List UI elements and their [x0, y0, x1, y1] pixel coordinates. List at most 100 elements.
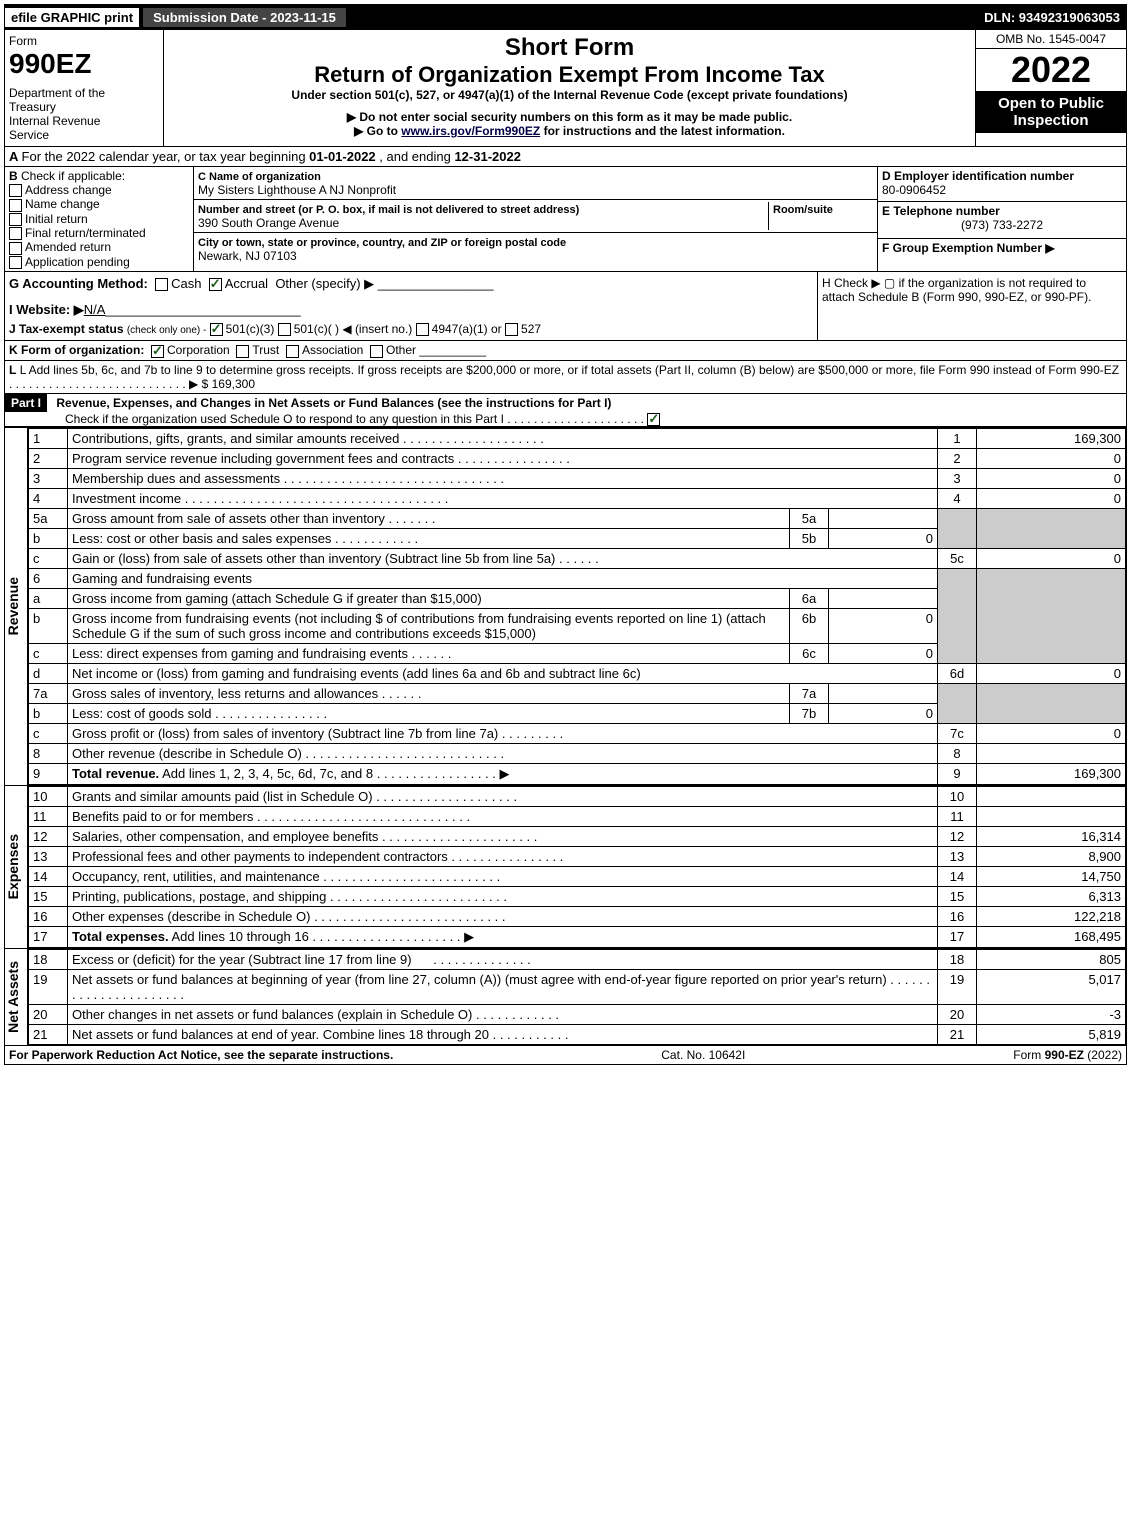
line-21: 21Net assets or fund balances at end of … — [29, 1024, 1126, 1044]
group-exemption-label: F Group Exemption Number ▶ — [882, 241, 1055, 255]
line-17: 17Total expenses. Add lines 10 through 1… — [29, 926, 1126, 947]
short-form-title: Short Form — [168, 34, 971, 62]
cb-amended-return[interactable] — [9, 242, 22, 255]
line-5a: 5aGross amount from sale of assets other… — [29, 508, 1126, 528]
part1-title: Revenue, Expenses, and Changes in Net As… — [50, 396, 611, 410]
cb-501c[interactable] — [278, 323, 291, 336]
cb-527[interactable] — [505, 323, 518, 336]
cb-application-pending[interactable] — [9, 256, 22, 269]
part1-label: Part I — [5, 394, 47, 412]
col-d-ids: D Employer identification number 80-0906… — [878, 167, 1126, 271]
line-6: 6Gaming and fundraising events — [29, 568, 1126, 588]
line-l: L L Add lines 5b, 6c, and 7b to line 9 t… — [5, 361, 1126, 394]
return-title: Return of Organization Exempt From Incom… — [168, 62, 971, 88]
footer-right: Form 990-EZ (2022) — [1013, 1048, 1122, 1062]
netassets-section: Net Assets 18Excess or (deficit) for the… — [5, 948, 1126, 1045]
form-word: Form — [9, 34, 159, 48]
part1-check-text: Check if the organization used Schedule … — [5, 412, 504, 426]
revenue-vlabel: Revenue — [5, 577, 27, 635]
dln-label: DLN: 93492319063053 — [978, 8, 1126, 27]
cb-final-return[interactable] — [9, 227, 22, 240]
form-990ez: efile GRAPHIC print Submission Date - 20… — [4, 4, 1127, 1065]
line-11: 11Benefits paid to or for members . . . … — [29, 806, 1126, 826]
line-2: 2Program service revenue including gover… — [29, 448, 1126, 468]
ein: 80-0906452 — [882, 183, 946, 197]
note-ssn: ▶ Do not enter social security numbers o… — [168, 110, 971, 124]
form-number: 990EZ — [9, 48, 159, 80]
irs-link[interactable]: www.irs.gov/Form990EZ — [401, 124, 540, 138]
line-12: 12Salaries, other compensation, and empl… — [29, 826, 1126, 846]
cb-accrual[interactable] — [209, 278, 222, 291]
netassets-vlabel: Net Assets — [5, 961, 27, 1033]
website-value: N/A — [84, 302, 106, 317]
line-5c: cGain or (loss) from sale of assets othe… — [29, 548, 1126, 568]
line-10: 10Grants and similar amounts paid (list … — [29, 786, 1126, 806]
part1-header-row: Part I Revenue, Expenses, and Changes in… — [5, 394, 1126, 427]
form-header: Form 990EZ Department of theTreasuryInte… — [5, 30, 1126, 147]
col-c-orginfo: C Name of organization My Sisters Lighth… — [194, 167, 878, 271]
cb-initial-return[interactable] — [9, 213, 22, 226]
open-public-badge: Open to Public Inspection — [976, 91, 1126, 133]
revenue-table: 1Contributions, gifts, grants, and simil… — [28, 428, 1126, 785]
header-left: Form 990EZ Department of theTreasuryInte… — [5, 30, 164, 146]
tax-year: 2022 — [976, 49, 1126, 91]
gross-receipts: $ 169,300 — [202, 377, 255, 391]
footer-left: For Paperwork Reduction Act Notice, see … — [9, 1048, 393, 1062]
line-15: 15Printing, publications, postage, and s… — [29, 886, 1126, 906]
submission-date-badge: Submission Date - 2023-11-15 — [142, 7, 347, 28]
revenue-section: Revenue 1Contributions, gifts, grants, a… — [5, 427, 1126, 785]
footer: For Paperwork Reduction Act Notice, see … — [5, 1045, 1126, 1064]
line-7a: 7aGross sales of inventory, less returns… — [29, 683, 1126, 703]
line-1: 1Contributions, gifts, grants, and simil… — [29, 428, 1126, 448]
cb-corporation[interactable] — [151, 345, 164, 358]
cb-other-org[interactable] — [370, 345, 383, 358]
cb-schedule-o[interactable] — [647, 413, 660, 426]
note-goto: ▶ Go to www.irs.gov/Form990EZ for instru… — [168, 124, 971, 138]
efile-print-label[interactable]: efile GRAPHIC print — [5, 8, 140, 27]
ghi-block: G Accounting Method: Cash Accrual Other … — [5, 272, 1126, 341]
line-7c: cGross profit or (loss) from sales of in… — [29, 723, 1126, 743]
subtitle: Under section 501(c), 527, or 4947(a)(1)… — [168, 88, 971, 102]
line-g: G Accounting Method: Cash Accrual Other … — [9, 276, 813, 292]
col-b-checkboxes: B Check if applicable: Address change Na… — [5, 167, 194, 271]
header-right: OMB No. 1545-0047 2022 Open to Public In… — [975, 30, 1126, 146]
line-19: 19Net assets or fund balances at beginni… — [29, 969, 1126, 1004]
line-13: 13Professional fees and other payments t… — [29, 846, 1126, 866]
expenses-section: Expenses 10Grants and similar amounts pa… — [5, 785, 1126, 948]
cb-association[interactable] — [286, 345, 299, 358]
line-6d: dNet income or (loss) from gaming and fu… — [29, 663, 1126, 683]
line-18: 18Excess or (deficit) for the year (Subt… — [29, 949, 1126, 969]
cb-cash[interactable] — [155, 278, 168, 291]
cb-501c3[interactable] — [210, 323, 223, 336]
top-bar: efile GRAPHIC print Submission Date - 20… — [5, 5, 1126, 30]
line-h: H Check ▶ ▢ if the organization is not r… — [817, 272, 1126, 340]
line-16: 16Other expenses (describe in Schedule O… — [29, 906, 1126, 926]
footer-center: Cat. No. 10642I — [661, 1048, 745, 1062]
line-14: 14Occupancy, rent, utilities, and mainte… — [29, 866, 1126, 886]
org-name: My Sisters Lighthouse A NJ Nonprofit — [198, 183, 396, 197]
line-4: 4Investment income . . . . . . . . . . .… — [29, 488, 1126, 508]
line-k: K Form of organization: Corporation Trus… — [5, 341, 1126, 360]
line-3: 3Membership dues and assessments . . . .… — [29, 468, 1126, 488]
expenses-vlabel: Expenses — [5, 834, 27, 899]
expenses-table: 10Grants and similar amounts paid (list … — [28, 786, 1126, 948]
city-state-zip: Newark, NJ 07103 — [198, 249, 297, 263]
omb-number: OMB No. 1545-0047 — [976, 30, 1126, 49]
netassets-table: 18Excess or (deficit) for the year (Subt… — [28, 949, 1126, 1045]
cb-4947[interactable] — [416, 323, 429, 336]
header-center: Short Form Return of Organization Exempt… — [164, 30, 975, 146]
section-a: A For the 2022 calendar year, or tax yea… — [5, 147, 1126, 167]
line-j: J Tax-exempt status (check only one) - 5… — [9, 322, 813, 336]
department-label: Department of theTreasuryInternal Revenu… — [9, 86, 159, 142]
telephone: (973) 733-2272 — [882, 218, 1122, 232]
line-8: 8Other revenue (describe in Schedule O) … — [29, 743, 1126, 763]
street-address: 390 South Orange Avenue — [198, 216, 339, 230]
line-20: 20Other changes in net assets or fund ba… — [29, 1004, 1126, 1024]
line-9: 9Total revenue. Add lines 1, 2, 3, 4, 5c… — [29, 763, 1126, 784]
info-block: B Check if applicable: Address change Na… — [5, 167, 1126, 272]
ghi-left: G Accounting Method: Cash Accrual Other … — [5, 272, 817, 340]
cb-name-change[interactable] — [9, 199, 22, 212]
cb-address-change[interactable] — [9, 184, 22, 197]
line-i: I Website: ▶N/A_________________________… — [9, 302, 813, 318]
cb-trust[interactable] — [236, 345, 249, 358]
